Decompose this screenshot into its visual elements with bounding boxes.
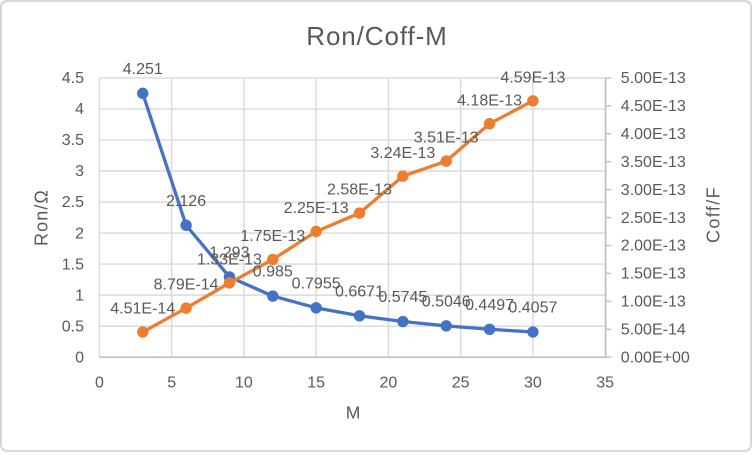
svg-text:5.00E-14: 5.00E-14 bbox=[621, 321, 686, 338]
svg-text:5: 5 bbox=[167, 374, 176, 391]
svg-text:3.00E-13: 3.00E-13 bbox=[621, 182, 686, 199]
svg-text:0.4057: 0.4057 bbox=[508, 300, 557, 317]
svg-text:0: 0 bbox=[75, 349, 84, 366]
svg-text:25: 25 bbox=[452, 374, 470, 391]
svg-text:M: M bbox=[346, 403, 361, 423]
svg-text:0.6671: 0.6671 bbox=[335, 283, 384, 300]
svg-text:0: 0 bbox=[95, 374, 104, 391]
svg-text:1.75E-13: 1.75E-13 bbox=[240, 228, 305, 245]
svg-text:8.79E-14: 8.79E-14 bbox=[154, 277, 219, 294]
svg-text:5.00E-13: 5.00E-13 bbox=[621, 70, 686, 87]
svg-text:0.00E+00: 0.00E+00 bbox=[621, 349, 690, 366]
svg-text:1.50E-13: 1.50E-13 bbox=[621, 266, 686, 283]
svg-text:30: 30 bbox=[524, 374, 542, 391]
svg-text:4.50E-13: 4.50E-13 bbox=[621, 98, 686, 115]
svg-text:4.59E-13: 4.59E-13 bbox=[500, 69, 565, 86]
svg-text:4.00E-13: 4.00E-13 bbox=[621, 126, 686, 143]
svg-text:2.126: 2.126 bbox=[166, 193, 206, 210]
svg-text:0.7955: 0.7955 bbox=[292, 275, 341, 292]
svg-text:4.18E-13: 4.18E-13 bbox=[457, 92, 522, 109]
svg-text:1.5: 1.5 bbox=[62, 256, 84, 273]
svg-text:35: 35 bbox=[596, 374, 614, 391]
svg-text:1.33E-13: 1.33E-13 bbox=[197, 252, 262, 269]
svg-text:2.00E-13: 2.00E-13 bbox=[621, 238, 686, 255]
svg-text:Coff/F: Coff/F bbox=[704, 186, 724, 243]
svg-text:2.5: 2.5 bbox=[62, 194, 84, 211]
svg-text:2.58E-13: 2.58E-13 bbox=[327, 182, 392, 199]
svg-text:3: 3 bbox=[75, 163, 84, 180]
svg-text:3.5: 3.5 bbox=[62, 132, 84, 149]
svg-text:4.5: 4.5 bbox=[62, 70, 84, 87]
svg-text:3.50E-13: 3.50E-13 bbox=[621, 154, 686, 171]
svg-text:0.4497: 0.4497 bbox=[465, 297, 514, 314]
svg-text:1.293: 1.293 bbox=[209, 244, 249, 261]
svg-text:1: 1 bbox=[75, 287, 84, 304]
svg-text:3.24E-13: 3.24E-13 bbox=[370, 145, 435, 162]
svg-text:3.51E-13: 3.51E-13 bbox=[414, 130, 479, 147]
svg-text:0.5046: 0.5046 bbox=[422, 293, 471, 310]
svg-text:0.5745: 0.5745 bbox=[378, 289, 427, 306]
svg-text:15: 15 bbox=[307, 374, 325, 391]
svg-text:0.985: 0.985 bbox=[253, 264, 293, 281]
svg-text:Ron/Ω: Ron/Ω bbox=[32, 189, 52, 246]
svg-text:4: 4 bbox=[75, 101, 84, 118]
svg-text:20: 20 bbox=[380, 374, 398, 391]
svg-text:Ron/Coff-M: Ron/Coff-M bbox=[306, 21, 447, 51]
svg-text:10: 10 bbox=[235, 374, 253, 391]
svg-text:1.00E-13: 1.00E-13 bbox=[621, 294, 686, 311]
svg-text:4.51E-14: 4.51E-14 bbox=[110, 301, 175, 318]
svg-text:2: 2 bbox=[75, 225, 84, 242]
svg-text:4.251: 4.251 bbox=[123, 61, 163, 78]
svg-text:2.50E-13: 2.50E-13 bbox=[621, 210, 686, 227]
svg-text:0.5: 0.5 bbox=[62, 318, 84, 335]
svg-text:2.25E-13: 2.25E-13 bbox=[284, 200, 349, 217]
